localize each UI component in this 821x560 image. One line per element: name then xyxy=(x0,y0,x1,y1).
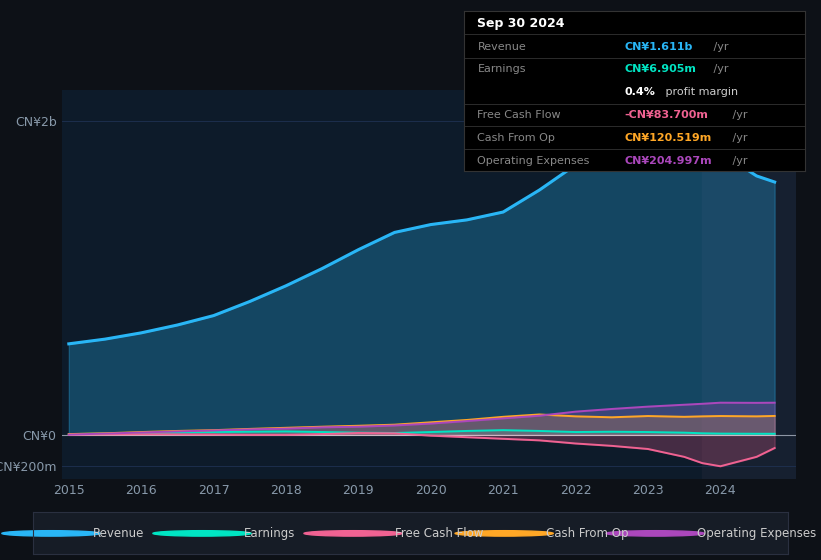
Text: /yr: /yr xyxy=(710,41,728,52)
Text: Free Cash Flow: Free Cash Flow xyxy=(478,110,561,120)
Text: Cash From Op: Cash From Op xyxy=(478,133,555,143)
Text: -CN¥83.700m: -CN¥83.700m xyxy=(624,110,708,120)
Text: Earnings: Earnings xyxy=(478,64,526,74)
Text: /yr: /yr xyxy=(710,64,728,74)
Circle shape xyxy=(606,531,704,536)
Text: Earnings: Earnings xyxy=(244,527,295,540)
Text: Sep 30 2024: Sep 30 2024 xyxy=(478,17,565,30)
Circle shape xyxy=(153,531,251,536)
Text: Cash From Op: Cash From Op xyxy=(546,527,628,540)
Text: CN¥204.997m: CN¥204.997m xyxy=(624,156,712,166)
Text: profit margin: profit margin xyxy=(663,87,738,97)
Text: CN¥120.519m: CN¥120.519m xyxy=(624,133,711,143)
Circle shape xyxy=(2,531,100,536)
Text: Free Cash Flow: Free Cash Flow xyxy=(395,527,483,540)
Text: /yr: /yr xyxy=(729,156,747,166)
Circle shape xyxy=(304,531,402,536)
Text: Operating Expenses: Operating Expenses xyxy=(478,156,589,166)
Text: Revenue: Revenue xyxy=(478,41,526,52)
Text: 0.4%: 0.4% xyxy=(624,87,655,97)
Circle shape xyxy=(455,531,553,536)
Text: /yr: /yr xyxy=(729,133,747,143)
Text: Revenue: Revenue xyxy=(93,527,144,540)
Text: CN¥1.611b: CN¥1.611b xyxy=(624,41,692,52)
Bar xyxy=(702,90,804,479)
Text: Operating Expenses: Operating Expenses xyxy=(697,527,816,540)
Text: /yr: /yr xyxy=(729,110,747,120)
Text: CN¥6.905m: CN¥6.905m xyxy=(624,64,696,74)
